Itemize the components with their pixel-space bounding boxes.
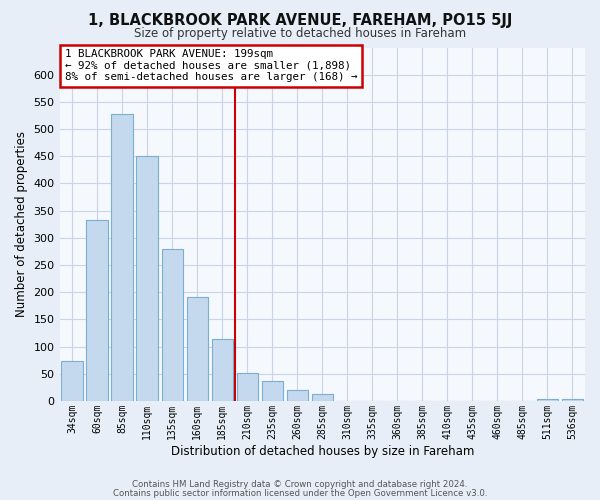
- Bar: [112, 114, 133, 401]
- Bar: [86, 220, 108, 401]
- Bar: [311, 394, 333, 401]
- Y-axis label: Number of detached properties: Number of detached properties: [15, 131, 28, 317]
- Bar: [187, 296, 208, 401]
- Text: Contains public sector information licensed under the Open Government Licence v3: Contains public sector information licen…: [113, 489, 487, 498]
- Bar: [262, 382, 283, 401]
- Bar: [236, 373, 258, 401]
- Bar: [537, 400, 558, 401]
- Bar: [562, 400, 583, 401]
- Bar: [161, 248, 183, 401]
- Bar: [61, 361, 83, 401]
- Text: 1, BLACKBROOK PARK AVENUE, FAREHAM, PO15 5JJ: 1, BLACKBROOK PARK AVENUE, FAREHAM, PO15…: [88, 12, 512, 28]
- Bar: [136, 156, 158, 401]
- Bar: [212, 339, 233, 401]
- Text: Contains HM Land Registry data © Crown copyright and database right 2024.: Contains HM Land Registry data © Crown c…: [132, 480, 468, 489]
- Text: 1 BLACKBROOK PARK AVENUE: 199sqm
← 92% of detached houses are smaller (1,898)
8%: 1 BLACKBROOK PARK AVENUE: 199sqm ← 92% o…: [65, 50, 357, 82]
- Text: Size of property relative to detached houses in Fareham: Size of property relative to detached ho…: [134, 28, 466, 40]
- Bar: [287, 390, 308, 401]
- X-axis label: Distribution of detached houses by size in Fareham: Distribution of detached houses by size …: [170, 444, 474, 458]
